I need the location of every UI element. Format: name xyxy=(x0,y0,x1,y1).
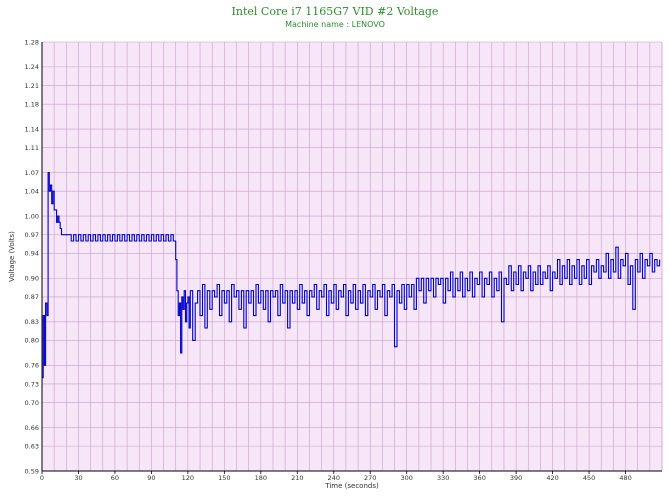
x-tick-label: 150 xyxy=(218,474,230,482)
x-tick-label: 0 xyxy=(40,474,44,482)
y-tick-label: 0.73 xyxy=(25,380,39,388)
x-tick-label: 450 xyxy=(583,474,595,482)
y-tick-label: 0.87 xyxy=(25,293,39,301)
tick-labels: 0.59 0.63 0.66 0.70 0.73 0.76 0.80 0.83 0.87 0.90… xyxy=(25,38,632,482)
y-tick-label: 0.59 xyxy=(25,467,39,475)
x-tick-label: 270 xyxy=(364,474,376,482)
y-tick-label: 0.80 xyxy=(25,337,39,345)
x-tick-label: 60 xyxy=(111,474,119,482)
y-tick-label: 1.07 xyxy=(25,169,39,177)
y-tick-label: 0.76 xyxy=(25,362,39,370)
x-tick-label: 120 xyxy=(182,474,194,482)
plot-area xyxy=(42,42,662,471)
y-tick-label: 0.63 xyxy=(25,442,39,450)
x-tick-label: 480 xyxy=(619,474,631,482)
y-tick-label: 0.90 xyxy=(25,275,39,283)
chart-title: Intel Core i7 1165G7 VID #2 Voltage xyxy=(231,5,439,18)
x-tick-label: 30 xyxy=(74,474,82,482)
x-tick-label: 90 xyxy=(147,474,155,482)
x-tick-label: 210 xyxy=(291,474,303,482)
y-tick-label: 1.14 xyxy=(25,125,39,133)
y-tick-label: 0.70 xyxy=(25,399,39,407)
voltage-series-line xyxy=(42,172,661,379)
y-tick-label: 1.04 xyxy=(25,188,39,196)
y-tick-label: 1.00 xyxy=(25,212,39,220)
y-tick-label: 1.11 xyxy=(25,144,39,152)
y-axis-label: Voltage (Volts) xyxy=(8,231,16,282)
x-tick-label: 180 xyxy=(255,474,267,482)
y-tick-label: 0.66 xyxy=(25,424,39,432)
y-tick-label: 0.94 xyxy=(25,250,39,258)
x-tick-label: 390 xyxy=(510,474,522,482)
chart-subtitle: Machine name : LENOVO xyxy=(285,20,385,29)
x-tick-label: 330 xyxy=(437,474,449,482)
x-tick-label: 240 xyxy=(328,474,340,482)
x-tick-label: 360 xyxy=(473,474,485,482)
y-tick-label: 0.83 xyxy=(25,318,39,326)
x-axis-label: Time (seconds) xyxy=(324,482,379,490)
x-tick-label: 300 xyxy=(400,474,412,482)
x-tick-label: 420 xyxy=(546,474,558,482)
y-tick-label: 1.28 xyxy=(25,38,39,46)
y-tick-label: 1.24 xyxy=(25,63,39,71)
y-tick-label: 1.21 xyxy=(25,82,39,90)
y-tick-label: 0.97 xyxy=(25,231,39,239)
y-tick-label: 1.18 xyxy=(25,100,39,108)
